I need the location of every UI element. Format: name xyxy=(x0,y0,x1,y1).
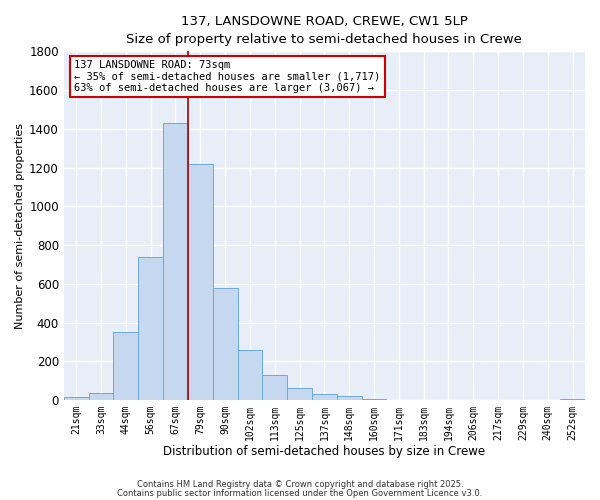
Text: Contains public sector information licensed under the Open Government Licence v3: Contains public sector information licen… xyxy=(118,490,482,498)
Bar xyxy=(64,398,89,400)
Bar xyxy=(163,123,188,400)
Bar xyxy=(89,394,113,400)
Bar xyxy=(287,388,312,400)
Text: Contains HM Land Registry data © Crown copyright and database right 2025.: Contains HM Land Registry data © Crown c… xyxy=(137,480,463,489)
Bar xyxy=(262,375,287,400)
Bar xyxy=(312,394,337,400)
X-axis label: Distribution of semi-detached houses by size in Crewe: Distribution of semi-detached houses by … xyxy=(163,444,485,458)
Title: 137, LANSDOWNE ROAD, CREWE, CW1 5LP
Size of property relative to semi-detached h: 137, LANSDOWNE ROAD, CREWE, CW1 5LP Size… xyxy=(127,15,523,46)
Bar xyxy=(337,396,362,400)
Bar xyxy=(138,257,163,400)
Bar xyxy=(238,350,262,400)
Text: 137 LANSDOWNE ROAD: 73sqm
← 35% of semi-detached houses are smaller (1,717)
63% : 137 LANSDOWNE ROAD: 73sqm ← 35% of semi-… xyxy=(74,60,380,94)
Bar xyxy=(212,288,238,400)
Bar xyxy=(113,332,138,400)
Y-axis label: Number of semi-detached properties: Number of semi-detached properties xyxy=(15,123,25,329)
Bar xyxy=(188,164,212,400)
